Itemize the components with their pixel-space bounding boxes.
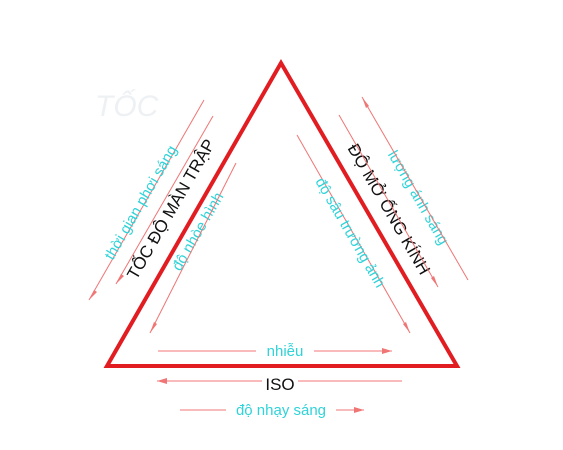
left-inner-arrow	[149, 162, 237, 334]
left-outer-arrow	[88, 99, 205, 301]
bottom-inner-caption-bg	[256, 340, 314, 360]
left-side-line-arrow	[115, 115, 214, 285]
bottom-inner-caption: nhiễu	[267, 343, 304, 360]
exposure-triangle	[103, 59, 461, 368]
bottom-label-bg	[262, 372, 298, 392]
bottom-side-label: ISO	[265, 375, 294, 394]
watermark-text: TỐC	[95, 89, 159, 123]
right-inner-arrow	[296, 134, 411, 334]
right-outer-arrow	[361, 96, 469, 281]
bottom-outer-caption-bg	[226, 400, 336, 420]
right-side-line-arrow	[338, 114, 439, 288]
bottom-outer-caption: độ nhạy sáng	[236, 402, 326, 419]
